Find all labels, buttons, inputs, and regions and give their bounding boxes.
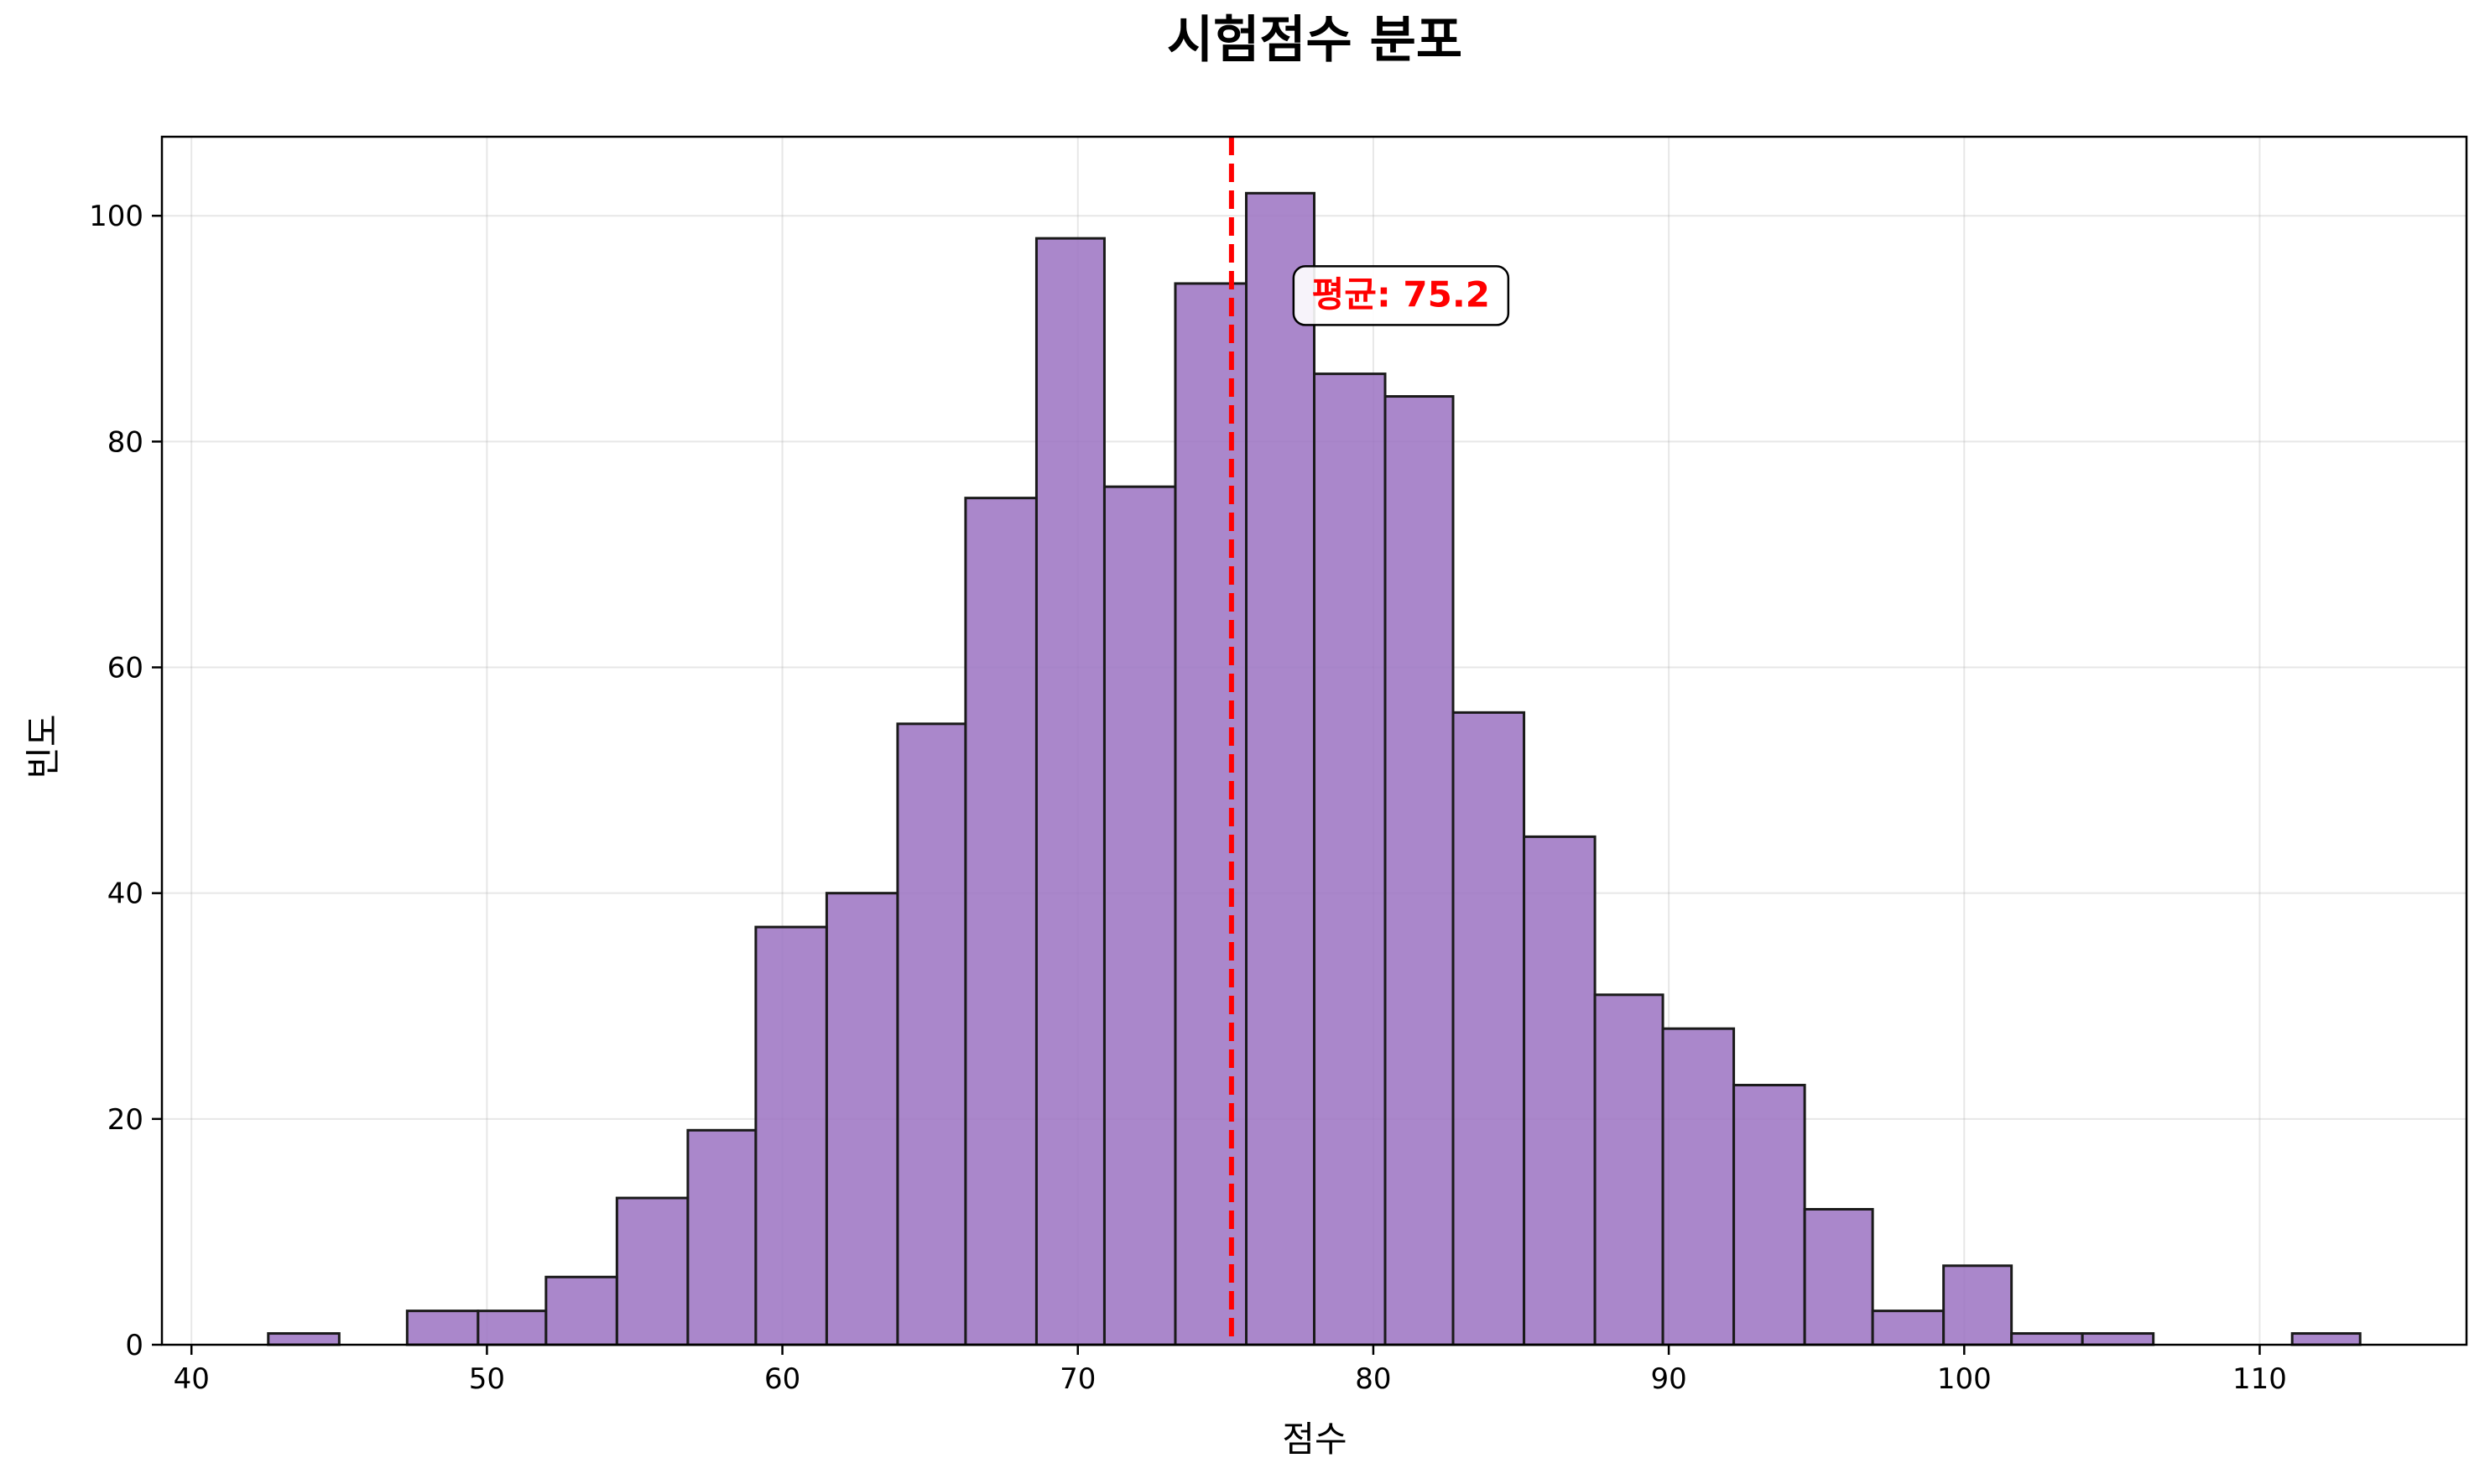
histogram-bar: [1174, 282, 1248, 1346]
mean-annotation-text: 평균: 75.2: [1312, 273, 1490, 315]
y-tick-label: 100: [89, 200, 143, 233]
histogram-bar: [754, 925, 828, 1346]
x-tick-label: 70: [1060, 1362, 1096, 1396]
histogram-bar: [896, 722, 967, 1346]
histogram-bar: [1244, 191, 1315, 1346]
histogram-bar: [964, 497, 1038, 1346]
histogram-bar: [1942, 1264, 2013, 1346]
histogram-bar: [1732, 1083, 1806, 1346]
histogram-bar: [2010, 1332, 2084, 1346]
y-axis-ticks: 0 20 40 60 80 100: [89, 200, 162, 1362]
histogram-bar: [2081, 1332, 2155, 1346]
x-tick-label: 80: [1355, 1362, 1391, 1396]
histogram-bar: [686, 1128, 758, 1346]
histogram-bar: [1593, 993, 1664, 1346]
x-tick-label: 50: [469, 1362, 505, 1396]
x-tick-label: 90: [1650, 1362, 1686, 1396]
histogram-bar: [615, 1196, 690, 1346]
histogram-bar: [825, 892, 899, 1346]
y-tick-label: 80: [107, 425, 143, 459]
histogram-bar: [1803, 1208, 1874, 1346]
y-tick-label: 60: [107, 652, 143, 685]
histogram-bar: [1871, 1310, 1946, 1346]
chart-title: 시험점수 분포: [1167, 11, 1462, 70]
x-tick-label: 60: [764, 1362, 800, 1396]
mean-annotation-box: [1292, 265, 1510, 326]
histogram-bar: [1451, 711, 1526, 1346]
histogram-bar: [1661, 1027, 1736, 1346]
x-tick-label: 40: [174, 1362, 210, 1396]
histogram-bar: [477, 1310, 548, 1346]
histogram-bar: [1523, 835, 1597, 1346]
y-tick-label: 40: [107, 877, 143, 911]
histogram-bar: [1313, 372, 1387, 1346]
x-tick-label: 110: [2232, 1362, 2287, 1396]
x-tick-label: 100: [1937, 1362, 1992, 1396]
x-axis-ticks: 40 50 60 70 80 90 100 110: [174, 1345, 2287, 1396]
y-tick-label: 0: [125, 1329, 143, 1362]
histogram-bar: [2290, 1332, 2362, 1346]
histogram-bars: [267, 191, 2362, 1346]
x-axis-label: 점수: [1282, 1419, 1347, 1460]
y-axis-label: 빈도: [23, 714, 64, 778]
histogram-bar: [544, 1275, 618, 1346]
mean-annotation: 평균: 75.2: [1292, 265, 1510, 326]
plot-frame: [160, 135, 2468, 1346]
histogram-bar: [1383, 395, 1455, 1346]
y-tick-label: 20: [107, 1103, 143, 1137]
histogram-bar: [405, 1310, 480, 1346]
histogram-bar: [267, 1332, 341, 1346]
histogram-bar: [1102, 485, 1177, 1346]
histogram-bar: [1034, 237, 1106, 1346]
